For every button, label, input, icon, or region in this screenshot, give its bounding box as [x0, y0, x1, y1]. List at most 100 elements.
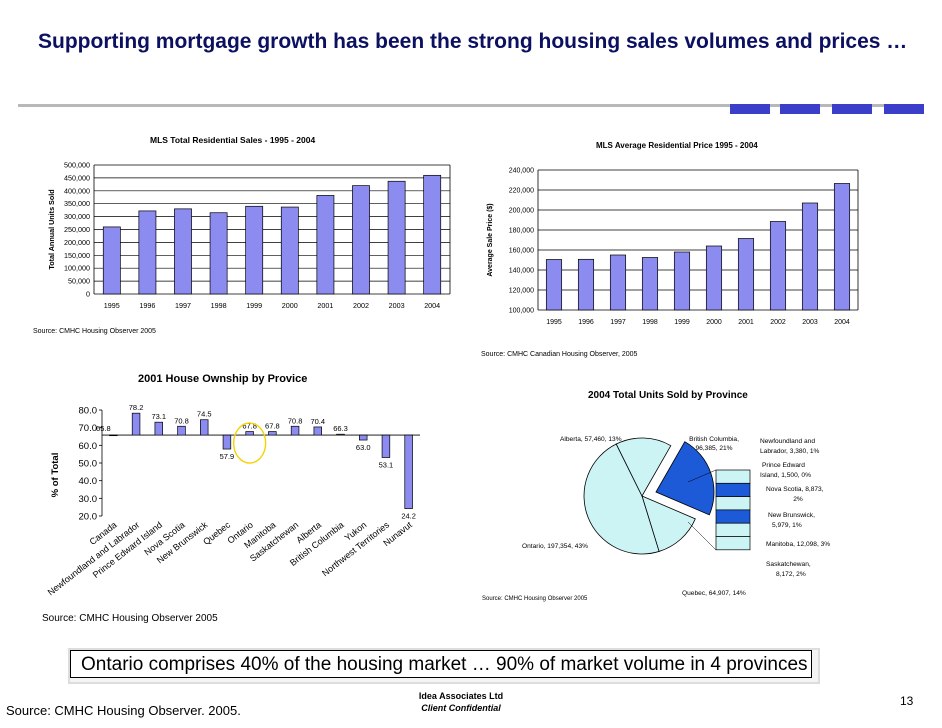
connector-line [687, 521, 717, 551]
slice-label-pei: Prince Edward [762, 462, 805, 469]
x-tick-label: 2003 [802, 319, 818, 326]
y-tick-label: 100,000 [509, 308, 534, 315]
y-tick-label: 350,000 [64, 199, 90, 208]
bar [200, 419, 209, 436]
bar [801, 202, 819, 311]
bar [609, 254, 627, 311]
y-tick-label: 60.0 [79, 441, 98, 452]
bar [102, 226, 121, 295]
header-block [884, 104, 924, 114]
data-label: 57.9 [220, 452, 235, 461]
data-label: 74.5 [197, 410, 212, 419]
bar [209, 212, 228, 295]
stack-segment [715, 536, 751, 551]
chart4-title: 2004 Total Units Sold by Province [588, 390, 748, 401]
x-tick-label: 1995 [546, 319, 562, 326]
x-tick-label: 2002 [353, 301, 369, 310]
bar [545, 259, 563, 311]
pie-slice [615, 437, 672, 497]
data-label: 67.8 [265, 422, 280, 431]
bar [833, 183, 851, 311]
y-tick-label: 30.0 [79, 494, 98, 505]
y-tick-label: 140,000 [509, 268, 534, 275]
bar [404, 434, 413, 509]
slice-label-ns: Nova Scotia, 8,873, [766, 486, 824, 493]
y-tick-label: 100,000 [64, 264, 90, 273]
y-tick-label: 200,000 [509, 208, 534, 215]
data-label: 67.8 [242, 422, 257, 431]
y-tick-label: 250,000 [64, 225, 90, 234]
chart1-title: MLS Total Residential Sales - 1995 - 200… [150, 135, 316, 145]
chart3-title: 2001 House Ownship by Provice [138, 373, 308, 385]
x-tick-label: 2004 [834, 319, 850, 326]
chart3-source: Source: CMHC Housing Observer 2005 [42, 613, 218, 624]
province-pie-chart: Alberta, 57,460, 13% British Columbia, 96,… [522, 436, 830, 597]
data-label: 70.8 [174, 416, 189, 425]
x-tick-label: 2001 [738, 319, 754, 326]
x-tick-label: 2003 [389, 301, 405, 310]
bar [705, 245, 723, 311]
y-tick-label: 400,000 [64, 186, 90, 195]
x-tick-label: 2002 [770, 319, 786, 326]
chart2-source: Source: CMHC Canadian Housing Observer, … [481, 351, 638, 358]
company-name: Idea Associates Ltd [418, 691, 504, 701]
bar [177, 425, 186, 436]
y-tick-label: 450,000 [64, 173, 90, 182]
y-tick-label: 120,000 [509, 288, 534, 295]
pie-slice [583, 443, 660, 555]
x-tick-label: 1997 [175, 301, 191, 310]
x-tick-label: 1999 [674, 319, 690, 326]
bar [423, 174, 442, 295]
x-tick-label: 2000 [282, 301, 298, 310]
bar [352, 185, 370, 295]
slice-label-nl: Labrador, 3,380, 1% [760, 448, 820, 455]
footer-company: Idea Associates Ltd Client Confidential [396, 690, 526, 714]
stack-segment [715, 522, 751, 537]
page-number: 13 [900, 694, 914, 708]
x-tick-label: 1999 [246, 301, 262, 310]
slice-label-nl: Newfoundland and [760, 438, 815, 445]
data-label: 65.8 [96, 424, 111, 433]
x-tick-label: 1997 [610, 319, 626, 326]
bar [381, 434, 391, 458]
header-block [832, 104, 872, 114]
data-label: 53.1 [379, 461, 394, 470]
data-label: 24.2 [401, 512, 416, 521]
chart4-source: Source: CMHC Housing Observer 2005 [482, 596, 588, 602]
y-tick-label: 500,000 [64, 161, 90, 170]
stack-segment [715, 509, 751, 524]
bar [577, 258, 595, 311]
x-tick-label: 2000 [706, 319, 722, 326]
y-tick-label: 50,000 [68, 277, 90, 286]
y-tick-label: 220,000 [509, 188, 534, 195]
y-tick-label: 300,000 [64, 212, 90, 221]
y-tick-label: 40.0 [79, 476, 98, 487]
y-tick-label: 240,000 [509, 168, 534, 175]
bar [316, 195, 335, 295]
y-axis-label: Total Annual Units Sold [47, 189, 56, 269]
bar [154, 421, 163, 436]
y-tick-label: 80.0 [79, 406, 98, 417]
slice-label-pei: Island, 1,500, 0% [760, 472, 811, 479]
x-tick-label: 1996 [578, 319, 594, 326]
bar [268, 431, 277, 436]
bar [174, 208, 192, 295]
y-tick-label: 70.0 [79, 423, 98, 434]
slide-title: Supporting mortgage growth has been the … [38, 30, 908, 53]
y-tick-label: 0 [86, 290, 90, 299]
slice-label-bc: 96,385, 21% [695, 445, 732, 452]
ownership-bar-chart: 20.030.040.050.060.070.080.065.8Canada78… [46, 403, 420, 598]
data-label: 63.0 [356, 443, 371, 452]
slice-label-quebec: Quebec, 64,907, 14% [682, 590, 746, 597]
data-label: 73.1 [151, 412, 166, 421]
stack-segment [715, 496, 751, 511]
price-bar-chart: 100,000 120,000 140,000 160,000 180,000 200,0… [487, 168, 859, 326]
data-label: 66.3 [333, 424, 348, 433]
bar [245, 205, 264, 295]
callout-box: Ontario comprises 40% of the housing mar… [70, 650, 812, 678]
header-block [780, 104, 820, 114]
header-rule [18, 104, 924, 107]
bar [641, 257, 659, 311]
slice-label-bc: British Columbia, [689, 436, 739, 443]
y-tick-label: 200,000 [64, 238, 90, 247]
